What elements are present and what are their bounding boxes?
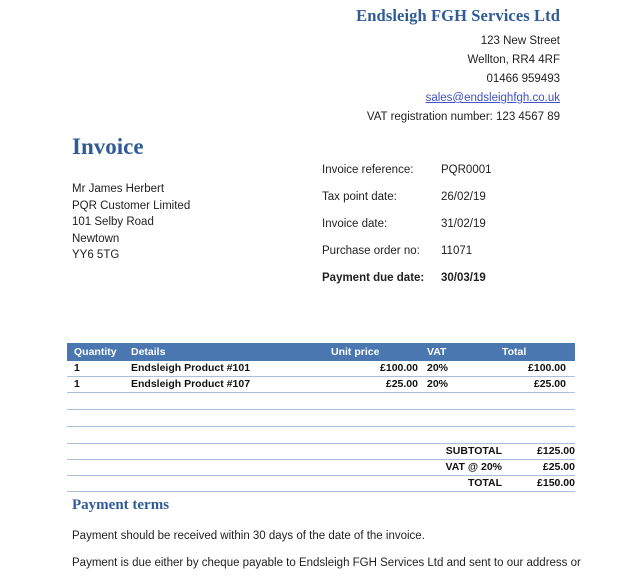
cell-empty	[67, 392, 131, 410]
vat-total-value: £25.00	[502, 459, 575, 476]
column-header-total: Total	[502, 343, 575, 361]
cell-empty	[67, 426, 131, 444]
cell-vat: 20%	[427, 376, 502, 393]
invoice-meta-row-invoice-date: Invoice date: 31/02/19	[322, 218, 492, 245]
invoice-meta-row-tax-point-date: Tax point date: 26/02/19	[322, 191, 492, 218]
invoice-meta-list: Invoice reference: PQR0001 Tax point dat…	[322, 164, 492, 299]
table-row-subtotal: SUBTOTAL £125.00	[67, 443, 575, 460]
company-vat-registration: VAT registration number: 123 4567 89	[366, 110, 560, 123]
customer-company: PQR Customer Limited	[72, 199, 191, 212]
cell-empty	[131, 426, 331, 444]
table-body: 1 Endsleigh Product #101 £100.00 20% £10…	[67, 360, 575, 492]
cell-empty	[67, 443, 131, 460]
table-row: 1 Endsleigh Product #101 £100.00 20% £10…	[67, 360, 575, 377]
purchase-order-value: 11071	[441, 245, 473, 257]
payment-terms-paragraph-2: Payment is due either by cheque payable …	[72, 557, 581, 569]
company-address-line-2: Wellton, RR4 4RF	[467, 53, 560, 66]
customer-name: Mr James Herbert	[72, 183, 165, 195]
cell-empty	[331, 443, 427, 460]
column-header-vat: VAT	[427, 343, 502, 361]
company-phone: 01466 959493	[486, 72, 560, 85]
customer-street: 101 Selby Road	[72, 216, 154, 229]
vat-total-label: VAT @ 20%	[427, 459, 502, 476]
cell-unit-price: £100.00	[331, 360, 427, 377]
company-address-line-1: 123 New Street	[480, 34, 560, 47]
cell-empty	[427, 409, 502, 427]
company-email-link[interactable]: sales@endsleighfgh.co.uk	[425, 91, 560, 104]
cell-details: Endsleigh Product #107	[131, 376, 331, 393]
cell-empty	[131, 392, 331, 410]
table-row-vat: VAT @ 20% £25.00	[67, 459, 575, 476]
page-title: Invoice	[72, 134, 144, 159]
cell-empty	[331, 409, 427, 427]
grand-total-value: £150.00	[502, 475, 575, 492]
cell-quantity: 1	[67, 376, 131, 393]
subtotal-label: SUBTOTAL	[427, 443, 502, 460]
cell-empty	[331, 475, 427, 492]
cell-empty	[331, 459, 427, 476]
cell-empty	[502, 392, 575, 410]
payment-terms-heading: Payment terms	[72, 497, 170, 513]
cell-empty	[427, 392, 502, 410]
cell-empty	[67, 459, 131, 476]
column-header-quantity: Quantity	[67, 343, 131, 361]
invoice-reference-label: Invoice reference:	[322, 164, 414, 176]
cell-empty	[131, 409, 331, 427]
cell-empty	[331, 392, 427, 410]
grand-total-label: TOTAL	[427, 475, 502, 492]
customer-address: Mr James Herbert PQR Customer Limited 10…	[72, 181, 190, 264]
table-header-row: Quantity Details Unit price VAT Total	[67, 343, 575, 361]
cell-empty	[502, 409, 575, 427]
purchase-order-label: Purchase order no:	[322, 245, 420, 257]
cell-empty	[331, 426, 427, 444]
table-row-empty	[67, 392, 575, 410]
cell-empty	[67, 475, 131, 492]
invoice-items-table: Quantity Details Unit price VAT Total 1 …	[67, 343, 575, 492]
invoice-date-label: Invoice date:	[322, 218, 388, 230]
cell-empty	[67, 409, 131, 427]
invoice-reference-value: PQR0001	[441, 164, 492, 176]
subtotal-value: £125.00	[502, 443, 575, 460]
invoice-date-value: 31/02/19	[441, 218, 486, 230]
cell-quantity: 1	[67, 360, 131, 377]
tax-point-date-value: 26/02/19	[441, 191, 486, 203]
cell-empty	[131, 459, 331, 476]
cell-empty	[131, 475, 331, 492]
cell-total: £25.00	[502, 376, 575, 393]
invoice-meta-row-reference: Invoice reference: PQR0001	[322, 164, 492, 191]
cell-empty	[502, 426, 575, 444]
payment-due-date-label: Payment due date:	[322, 272, 425, 284]
company-name: Endsleigh FGH Services Ltd	[356, 6, 560, 25]
column-header-details: Details	[131, 343, 331, 361]
cell-details: Endsleigh Product #101	[131, 360, 331, 377]
table-row-total: TOTAL £150.00	[67, 475, 575, 492]
column-header-unit-price: Unit price	[331, 343, 427, 361]
invoice-meta-row-payment-due-date: Payment due date: 30/03/19	[322, 272, 492, 299]
table-row-empty	[67, 426, 575, 444]
table-header: Quantity Details Unit price VAT Total	[67, 343, 575, 361]
customer-town: Newtown	[72, 232, 120, 245]
cell-total: £100.00	[502, 360, 575, 377]
customer-postcode: YY6 5TG	[72, 249, 120, 262]
company-header: Endsleigh FGH Services Ltd 123 New Stree…	[356, 4, 560, 125]
payment-due-date-value: 30/03/19	[441, 272, 486, 284]
cell-unit-price: £25.00	[331, 376, 427, 393]
invoice-meta-row-purchase-order: Purchase order no: 11071	[322, 245, 492, 272]
table-row-empty	[67, 409, 575, 427]
cell-vat: 20%	[427, 360, 502, 377]
tax-point-date-label: Tax point date:	[322, 191, 397, 203]
table-row: 1 Endsleigh Product #107 £25.00 20% £25.…	[67, 376, 575, 393]
payment-terms-paragraph-1: Payment should be received within 30 day…	[72, 530, 425, 542]
cell-empty	[427, 426, 502, 444]
cell-empty	[131, 443, 331, 460]
